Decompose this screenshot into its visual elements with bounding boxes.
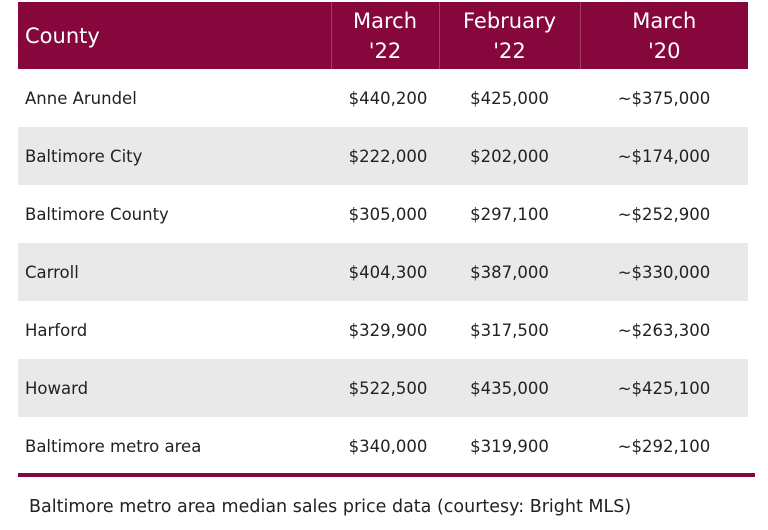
county-cell: Baltimore County bbox=[25, 204, 169, 224]
february-22-cell: $317,500 bbox=[470, 320, 549, 340]
march-22-cell: $440,200 bbox=[348, 88, 428, 108]
march-22-cell: $329,900 bbox=[348, 320, 428, 340]
median-price-table: County March '22 February '22 March '20 … bbox=[18, 2, 748, 475]
table-row: Baltimore County $305,000 $297,100 ~$252… bbox=[18, 185, 748, 243]
county-cell: Carroll bbox=[18, 243, 331, 301]
march-20-cell: ~$425,100 bbox=[580, 359, 748, 417]
march-20-cell: ~$292,100 bbox=[617, 436, 711, 456]
table-row: Howard $522,500 $435,000 ~$425,100 bbox=[18, 359, 748, 417]
table-caption: Baltimore metro area median sales price … bbox=[29, 497, 632, 517]
table-bottom-rule bbox=[18, 473, 755, 477]
header-february-22-line2: '22 bbox=[493, 38, 526, 63]
header-march-22-line2: '22 bbox=[368, 38, 402, 63]
february-22-cell: $435,000 bbox=[439, 359, 580, 417]
county-cell: Howard bbox=[18, 359, 331, 417]
march-22-cell: $222,000 bbox=[331, 127, 439, 185]
february-22-cell: $387,000 bbox=[439, 243, 580, 301]
header-march-20: March '20 bbox=[579, 2, 748, 69]
header-february-22-line1: February bbox=[462, 8, 557, 33]
february-22-cell: $319,900 bbox=[470, 436, 549, 456]
march-20-cell: ~$252,900 bbox=[617, 204, 711, 224]
february-22-cell: $202,000 bbox=[439, 127, 580, 185]
march-22-cell: $404,300 bbox=[331, 243, 439, 301]
february-22-cell: $297,100 bbox=[470, 204, 549, 224]
table-row: Carroll $404,300 $387,000 ~$330,000 bbox=[18, 243, 748, 301]
march-20-cell: ~$330,000 bbox=[580, 243, 748, 301]
header-march-20-line2: '20 bbox=[648, 38, 681, 63]
header-march-22: March '22 bbox=[330, 2, 439, 69]
county-cell: Baltimore City bbox=[18, 127, 331, 185]
table-row: Harford $329,900 $317,500 ~$263,300 bbox=[18, 301, 748, 359]
county-cell: Harford bbox=[25, 320, 88, 340]
march-22-cell: $305,000 bbox=[348, 204, 428, 224]
table-row: Baltimore City $222,000 $202,000 ~$174,0… bbox=[18, 127, 748, 185]
march-20-cell: ~$174,000 bbox=[580, 127, 748, 185]
table-header-row: County March '22 February '22 March '20 bbox=[18, 2, 748, 69]
table-row: Anne Arundel $440,200 $425,000 ~$375,000 bbox=[18, 69, 748, 127]
header-county: County bbox=[18, 2, 331, 69]
header-march-20-line1: March bbox=[632, 8, 697, 33]
price-table-container: County March '22 February '22 March '20 … bbox=[18, 2, 748, 475]
march-20-cell: ~$263,300 bbox=[617, 320, 711, 340]
march-22-cell: $340,000 bbox=[348, 436, 428, 456]
county-cell: Baltimore metro area bbox=[25, 436, 202, 456]
county-cell: Anne Arundel bbox=[25, 88, 137, 108]
header-february-22: February '22 bbox=[438, 2, 580, 69]
march-22-cell: $522,500 bbox=[331, 359, 439, 417]
february-22-cell: $425,000 bbox=[470, 88, 549, 108]
header-march-22-line1: March bbox=[352, 8, 417, 33]
table-row: Baltimore metro area $340,000 $319,900 ~… bbox=[18, 417, 748, 475]
header-county-label: County bbox=[25, 23, 100, 48]
march-20-cell: ~$375,000 bbox=[617, 88, 711, 108]
